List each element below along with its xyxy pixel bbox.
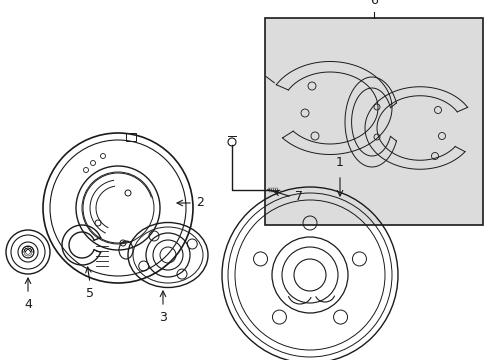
Text: 6: 6 xyxy=(369,0,377,7)
Text: 4: 4 xyxy=(24,298,32,311)
Text: 1: 1 xyxy=(335,156,343,169)
Bar xyxy=(264,18,482,225)
Text: 7: 7 xyxy=(294,190,303,203)
Text: 3: 3 xyxy=(159,311,166,324)
Text: 2: 2 xyxy=(196,197,203,210)
Polygon shape xyxy=(126,133,136,141)
Text: 5: 5 xyxy=(86,287,94,300)
